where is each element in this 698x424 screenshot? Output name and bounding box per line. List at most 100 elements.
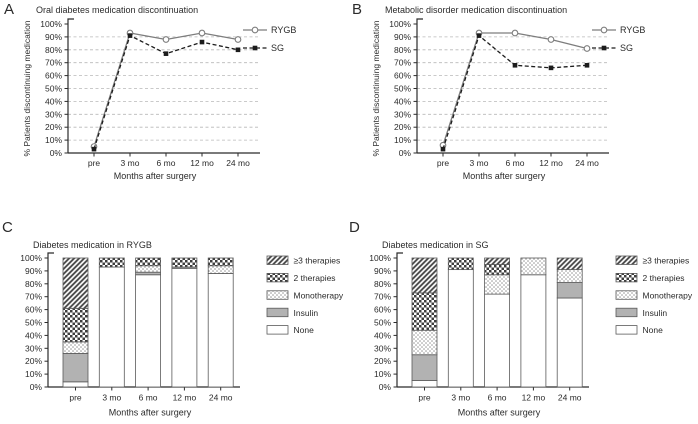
y-tick-label: 0% xyxy=(399,148,412,158)
legend-label: RYGB xyxy=(620,25,645,35)
y-tick-label: 60% xyxy=(394,71,411,81)
bar-segment-Insulin xyxy=(556,282,583,299)
x-tick-label: pre xyxy=(69,393,82,403)
bar-segment-Monotherapy xyxy=(411,329,438,356)
y-tick-label: 10% xyxy=(374,369,391,379)
legend-label: SG xyxy=(620,43,633,53)
legend-swatch-Insulin xyxy=(266,307,289,318)
y-tick-label: 30% xyxy=(25,343,42,353)
legend-label: SG xyxy=(271,43,284,53)
x-tick-label: 12 mo xyxy=(190,158,214,168)
bar-segment-None xyxy=(135,274,162,388)
x-tick-label: 3 mo xyxy=(102,393,121,403)
x-tick-label: 24 mo xyxy=(575,158,599,168)
x-tick-label: 12 mo xyxy=(522,393,546,403)
chart-title: Diabetes medication in SG xyxy=(382,240,489,250)
bar-segment-2 therapies xyxy=(447,257,474,271)
bar-segment-2 therapies xyxy=(62,307,89,343)
y-tick-label: 50% xyxy=(45,84,62,94)
panel-c-diabetes-medication-rygb: C Diabetes medication in RYGB 0% 10% 20% 30%… xyxy=(0,210,348,424)
y-tick-label: 40% xyxy=(25,330,42,340)
y-tick-label: 100% xyxy=(40,19,62,29)
marker-filled-square xyxy=(163,51,169,56)
bar-segment-None xyxy=(62,381,89,388)
x-tick-label: 3 mo xyxy=(451,393,470,403)
y-tick-label: 50% xyxy=(25,318,42,328)
marker-filled-square xyxy=(199,39,205,45)
x-axis-title: Months after surgery xyxy=(463,171,546,181)
series-line-SG xyxy=(442,34,588,150)
legend-label: Monotherapy xyxy=(643,290,693,300)
legend-key-marker xyxy=(252,45,258,51)
x-tick-label: 24 mo xyxy=(226,158,250,168)
x-tick-label: 6 mo xyxy=(506,158,525,168)
marker-filled-square xyxy=(127,33,133,38)
y-tick-label: 30% xyxy=(394,109,411,119)
bar-segment-≥3 therapies xyxy=(62,257,89,309)
y-tick-label: 100% xyxy=(20,253,42,263)
bar-segment-2 therapies xyxy=(171,257,198,268)
y-tick-label: 80% xyxy=(45,45,62,55)
legend-swatch-None xyxy=(615,325,638,335)
bar-segment-Monotherapy xyxy=(556,269,583,283)
panel-d-diabetes-medication-sg: D Diabetes medication in SG 0% 10% 20% 30% 40… xyxy=(349,210,697,424)
panel-b-metabolic-disorder-discontinuation: B Metabolic disorder medication disconti… xyxy=(349,0,697,200)
bar-segment-Monotherapy xyxy=(62,341,89,354)
series-RYGB: RYGB xyxy=(439,25,645,149)
legend-swatch-≥3 therapies xyxy=(615,255,638,265)
y-tick-label: 60% xyxy=(374,305,391,315)
y-tick-label: 40% xyxy=(45,96,62,106)
legend-label: 2 therapies xyxy=(294,273,336,283)
legend-swatch-Monotherapy xyxy=(615,290,638,300)
y-tick-label: 20% xyxy=(374,356,391,366)
bar-segment-2 therapies xyxy=(135,257,162,267)
y-tick-label: 90% xyxy=(394,32,411,42)
bar-segment-None xyxy=(520,274,547,388)
legend-label: Monotherapy xyxy=(294,290,344,300)
y-tick-label: 20% xyxy=(394,122,411,132)
legend-label: None xyxy=(294,325,315,335)
y-axis-title: % Patients discontinuing medication xyxy=(22,20,32,156)
y-tick-label: 90% xyxy=(374,266,391,276)
y-tick-label: 60% xyxy=(25,305,42,315)
bar-segment-≥3 therapies xyxy=(484,257,511,265)
legend-label: Insulin xyxy=(643,308,668,318)
series-SG: SG xyxy=(440,33,633,152)
bar-segment-2 therapies xyxy=(207,257,234,267)
marker-filled-square xyxy=(512,62,518,68)
bar-segment-None xyxy=(207,273,234,388)
bar-segment-Monotherapy xyxy=(135,265,162,273)
y-tick-label: 10% xyxy=(394,135,411,145)
x-tick-label: 12 mo xyxy=(173,393,197,403)
bar-segment-2 therapies xyxy=(98,257,125,268)
y-tick-label: 80% xyxy=(25,279,42,289)
legend-swatch-None xyxy=(266,325,289,335)
bar-segment-None xyxy=(484,293,511,388)
panel-letter-d: D xyxy=(349,219,360,236)
y-tick-label: 90% xyxy=(45,32,62,42)
y-tick-label: 40% xyxy=(394,96,411,106)
bar-segment-≥3 therapies xyxy=(411,257,438,294)
stacked-bar-chart-sg: Diabetes medication in SG 0% 10% 20% 30% 40% 5… xyxy=(369,240,693,418)
panel-letter-a: A xyxy=(4,1,15,18)
bar-segment-None xyxy=(98,266,125,388)
chart-title: Oral diabetes medication discontinuation xyxy=(36,5,198,15)
bar-segment-None xyxy=(556,297,583,388)
y-tick-label: 80% xyxy=(374,279,391,289)
legend-label: RYGB xyxy=(271,25,296,35)
y-tick-label: 10% xyxy=(45,135,62,145)
x-tick-label: 12 mo xyxy=(539,158,563,168)
legend-key-marker xyxy=(251,26,259,34)
x-tick-label: pre xyxy=(437,158,450,168)
bar-segment-None xyxy=(447,269,474,388)
x-axis-title: Months after surgery xyxy=(458,408,541,418)
y-axis xyxy=(416,18,423,154)
x-tick-label: 6 mo xyxy=(488,393,507,403)
legend-label: ≥3 therapies xyxy=(294,256,341,266)
bar-segment-Monotherapy xyxy=(520,257,547,276)
line-chart-oral-diabetes: Oral diabetes medication discontinuation… xyxy=(22,5,296,181)
y-tick-label: 30% xyxy=(374,343,391,353)
y-axis xyxy=(47,252,54,388)
legend-swatch-2 therapies xyxy=(266,273,289,283)
y-tick-label: 70% xyxy=(45,58,62,68)
